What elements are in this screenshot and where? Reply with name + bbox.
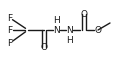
Text: F: F [7,25,12,35]
Text: N: N [66,25,73,35]
Text: O: O [40,43,47,51]
Text: H: H [66,35,73,45]
Text: F: F [7,14,12,22]
Text: N: N [53,25,60,35]
Text: H: H [53,15,60,25]
Text: O: O [94,25,101,35]
Text: O: O [80,9,87,19]
Text: F: F [7,38,12,48]
